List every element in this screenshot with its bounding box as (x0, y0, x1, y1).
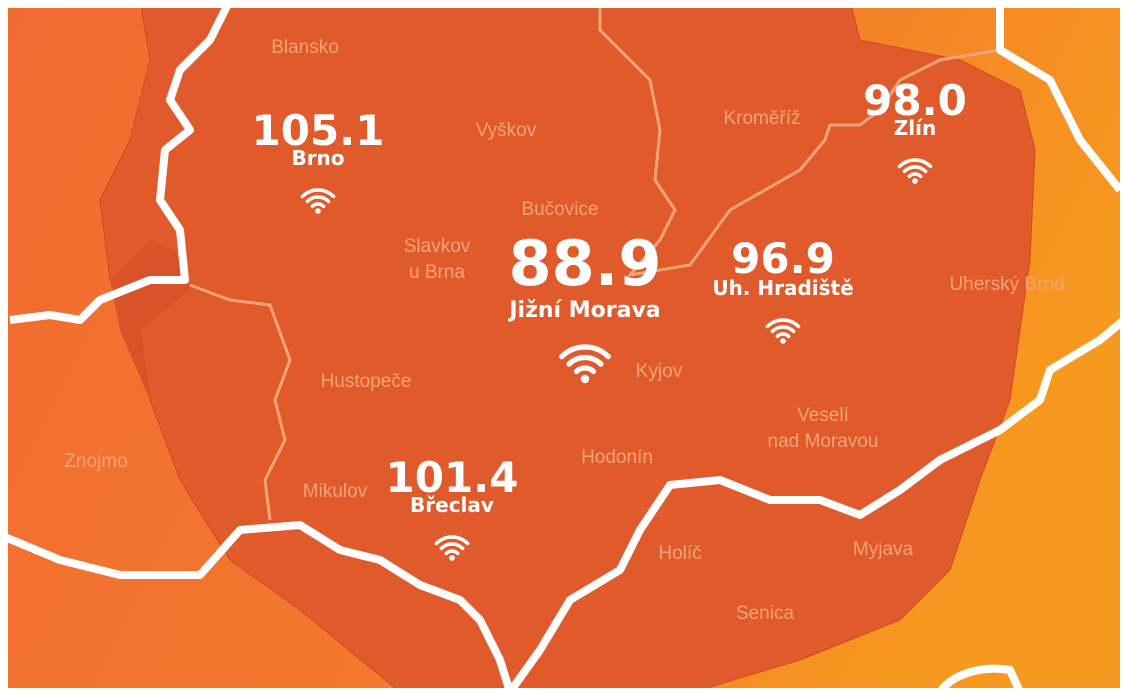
frequency: 88.9 (509, 227, 662, 300)
coverage-area (99, 8, 1036, 688)
wifi-arc (573, 365, 597, 375)
wifi-dot (780, 338, 786, 344)
wifi-arc (897, 158, 933, 169)
town-label: Hustopeče (321, 371, 412, 392)
town-label: Slavkov (404, 236, 471, 257)
frequency: 98.0 (863, 76, 967, 125)
town-label: Znojmo (64, 451, 127, 472)
wifi-arc (765, 318, 801, 329)
town-label: Veselí (797, 405, 849, 426)
wifi-arc (902, 165, 928, 174)
town-label: Holíč (658, 543, 701, 564)
wifi-dot (449, 555, 455, 561)
town-label: Senica (736, 603, 795, 624)
wifi-arc (559, 344, 611, 360)
wifi-icon (300, 188, 336, 214)
wifi-arc (770, 325, 796, 334)
wifi-dot (912, 178, 918, 184)
wifi-icon (765, 318, 801, 344)
town-label: Kroměříž (723, 108, 800, 129)
town-label: nad Moravou (768, 431, 879, 452)
town-label: Vyškov (476, 120, 537, 141)
wifi-icon (897, 158, 933, 184)
town-label: Bučovice (521, 199, 598, 220)
town-label: Hodonín (581, 447, 653, 468)
frequency: 105.1 (252, 106, 385, 155)
town-label: u Brna (409, 262, 465, 283)
wifi-arc (310, 202, 326, 209)
town-label: Blansko (271, 37, 339, 58)
wifi-arc (566, 354, 604, 367)
station-name: Břeclav (410, 493, 494, 517)
wifi-arc (434, 535, 470, 546)
station-name: Zlín (894, 116, 936, 140)
station-name: Uh. Hradiště (712, 276, 853, 300)
frequency: 101.4 (386, 453, 519, 502)
wifi-arc (439, 542, 465, 551)
wifi-arc (907, 172, 923, 179)
wifi-dot (580, 374, 590, 384)
station-name: Brno (291, 146, 344, 170)
station-name: Jižní Morava (507, 298, 660, 323)
wifi-arc (444, 549, 460, 556)
wifi-arc (300, 188, 336, 199)
town-label: Myjava (853, 539, 914, 560)
town-label: Uherský Brod (949, 274, 1064, 295)
wifi-arc (305, 195, 331, 204)
town-label: Mikulov (303, 481, 368, 502)
town-label: Kyjov (636, 361, 683, 382)
wifi-dot (315, 208, 321, 214)
wifi-icon (559, 344, 611, 384)
frequency: 96.9 (731, 234, 835, 283)
region-borders (189, 8, 1001, 521)
wifi-arc (775, 332, 791, 339)
labels: Blansko Vyškov Kroměříž Bučovice Slavkov u Br… (64, 37, 1064, 624)
wifi-icon (434, 535, 470, 561)
